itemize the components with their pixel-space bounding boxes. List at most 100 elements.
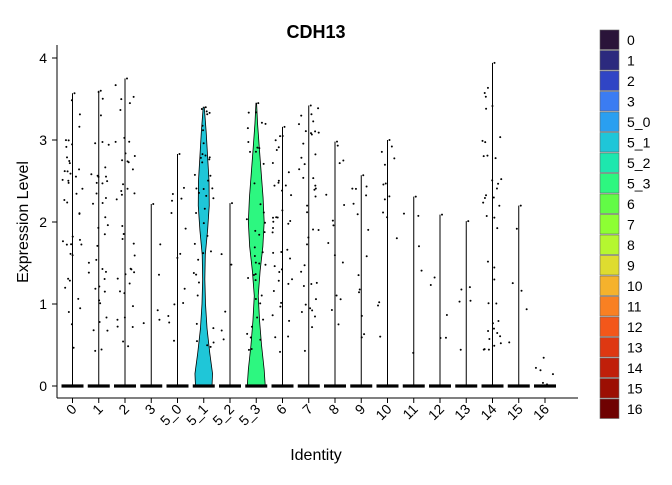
violin-group-0 — [61, 92, 84, 388]
y-tick-label-4: 4 — [39, 50, 47, 66]
zero-points-5_0 — [166, 384, 189, 388]
zero-points-9 — [350, 384, 373, 388]
legend-swatch-3 — [599, 91, 620, 112]
jitter-points-8 — [325, 140, 346, 326]
jitter-points-14 — [481, 61, 503, 351]
x-tick-label-15: 15 — [504, 401, 526, 423]
zero-points-5_3 — [245, 384, 268, 388]
x-tick-label-8: 8 — [325, 401, 342, 418]
zero-points-2 — [114, 384, 136, 388]
x-tick-label-5_2: 5_2 — [209, 401, 237, 429]
zero-points-10 — [376, 384, 399, 388]
violin-group-5_0 — [166, 152, 189, 388]
legend-label-1: 1 — [627, 53, 635, 69]
legend-swatch-6 — [599, 193, 620, 214]
jitter-points-16 — [534, 356, 554, 386]
legend-label-0: 0 — [627, 32, 635, 48]
zero-points-0 — [61, 384, 84, 388]
legend-swatch-7 — [599, 214, 620, 235]
legend-label-15: 15 — [627, 381, 643, 397]
jitter-points-5_3 — [245, 102, 267, 351]
zero-points-8 — [324, 384, 346, 388]
legend-label-2: 2 — [627, 73, 635, 89]
jitter-points-6 — [271, 125, 294, 353]
legend-swatch-5_3 — [599, 173, 620, 194]
y-axis-label: Expression Level — [15, 161, 32, 283]
zero-points-7 — [297, 384, 320, 388]
legend-label-10: 10 — [627, 278, 643, 294]
legend-label-5_1: 5_1 — [627, 135, 651, 151]
y-tick-label-0: 0 — [39, 378, 47, 394]
x-tick-label-2: 2 — [115, 401, 132, 418]
jitter-points-9 — [351, 174, 370, 339]
legend-swatch-9 — [599, 255, 620, 276]
violin-group-16 — [534, 356, 556, 388]
legend-label-3: 3 — [627, 94, 635, 110]
zero-points-16 — [534, 384, 556, 388]
violin-group-3 — [140, 202, 163, 388]
violin-group-1 — [87, 89, 110, 388]
zero-points-15 — [507, 384, 530, 388]
violin-5_1 — [194, 106, 213, 387]
x-tick-label-14: 14 — [477, 401, 499, 423]
legend-swatch-11 — [599, 296, 620, 317]
violin-group-13 — [455, 220, 478, 388]
violin-group-9 — [350, 174, 373, 388]
violin-group-5_3 — [245, 102, 268, 388]
x-tick-label-12: 12 — [425, 401, 447, 423]
violin-group-5_2 — [219, 202, 241, 388]
x-tick-label-10: 10 — [372, 401, 394, 423]
jitter-points-10 — [377, 139, 398, 338]
legend-swatch-15 — [599, 378, 620, 399]
legend-label-6: 6 — [627, 196, 635, 212]
x-tick-label-16: 16 — [530, 401, 552, 423]
jitter-points-1 — [87, 89, 110, 352]
zero-points-1 — [87, 384, 110, 388]
violin-group-5_1 — [192, 106, 215, 388]
legend-swatch-16 — [599, 398, 620, 419]
legend-swatch-12 — [599, 316, 620, 337]
violin-group-12 — [429, 213, 451, 388]
legend-label-5_0: 5_0 — [627, 114, 651, 130]
x-tick-label-5_3: 5_3 — [236, 401, 264, 429]
legend-swatch-14 — [599, 357, 620, 378]
chart-title: CDH13 — [286, 22, 345, 42]
zero-points-12 — [429, 384, 451, 388]
violin-group-8 — [324, 140, 346, 388]
y-tick-label-3: 3 — [39, 132, 47, 148]
violin-group-11 — [402, 195, 425, 388]
violin-group-14 — [481, 61, 504, 388]
violin-group-10 — [376, 139, 399, 388]
legend-label-16: 16 — [627, 401, 643, 417]
legend-label-5_3: 5_3 — [627, 176, 651, 192]
legend-label-5_2: 5_2 — [627, 155, 651, 171]
legend-label-13: 13 — [627, 340, 643, 356]
zero-points-11 — [402, 384, 425, 388]
legend-swatch-5_1 — [599, 132, 620, 153]
legend-swatch-2 — [599, 70, 620, 91]
x-tick-label-3: 3 — [142, 401, 159, 418]
legend-swatch-5_0 — [599, 111, 620, 132]
jitter-points-15 — [508, 204, 528, 344]
legend-swatch-13 — [599, 337, 620, 358]
zero-points-5_2 — [219, 384, 241, 388]
jitter-points-7 — [297, 104, 320, 352]
legend-label-7: 7 — [627, 217, 635, 233]
legend-swatch-10 — [599, 275, 620, 296]
jitter-points-5_2 — [220, 202, 233, 341]
x-tick-label-1: 1 — [89, 401, 106, 418]
legend-swatch-0 — [599, 29, 620, 50]
legend-label-9: 9 — [627, 258, 635, 274]
legend-label-14: 14 — [627, 360, 643, 376]
y-tick-label-1: 1 — [39, 296, 47, 312]
jitter-points-5_1 — [192, 106, 215, 348]
zero-points-13 — [455, 384, 478, 388]
legend-swatch-5_2 — [599, 152, 620, 173]
x-tick-label-7: 7 — [299, 401, 316, 418]
jitter-points-2 — [114, 77, 136, 348]
x-tick-label-13: 13 — [451, 401, 473, 423]
legend-swatch-1 — [599, 50, 620, 71]
legend-swatch-8 — [599, 234, 620, 255]
violin-group-15 — [507, 204, 530, 388]
